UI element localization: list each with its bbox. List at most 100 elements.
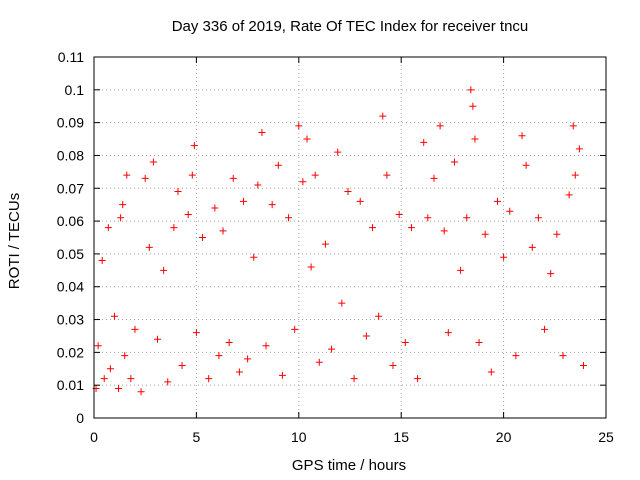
y-tick-label: 0.06 — [57, 213, 84, 229]
data-point — [493, 197, 501, 205]
data-point — [258, 128, 266, 136]
data-point — [436, 122, 444, 130]
data-point — [199, 234, 207, 241]
data-point — [274, 161, 282, 169]
data-point — [471, 135, 479, 143]
data-point — [579, 361, 587, 369]
data-point — [131, 325, 139, 333]
y-tick-label: 0.05 — [57, 246, 84, 262]
data-point — [414, 375, 422, 383]
y-tick-label: 0 — [76, 410, 84, 426]
data-point — [528, 243, 536, 251]
data-point — [315, 358, 323, 366]
data-point — [115, 384, 123, 392]
data-point — [229, 174, 237, 182]
y-tick-label: 0.09 — [57, 115, 84, 131]
x-tick-label: 25 — [598, 429, 614, 445]
data-point — [254, 181, 262, 189]
y-tick-label: 0.1 — [65, 82, 85, 98]
y-tick-label: 0.01 — [57, 377, 84, 393]
data-point — [311, 171, 319, 179]
data-point — [137, 388, 145, 396]
y-tick-label: 0.03 — [57, 312, 84, 328]
y-axis-label: ROTI / TECUs — [6, 193, 23, 289]
data-point — [379, 112, 387, 120]
y-tick-label: 0.08 — [57, 147, 84, 163]
data-points — [92, 86, 587, 396]
data-point — [450, 158, 458, 166]
y-tick-label: 0.02 — [57, 344, 84, 360]
x-tick-label: 20 — [496, 429, 512, 445]
data-point — [430, 174, 438, 182]
y-axis-ticks: 0 0.01 0.02 0.03 0.04 0.05 0.06 0.07 0.08 0.09 0.1… — [57, 49, 606, 426]
data-point — [205, 375, 213, 383]
data-point — [328, 345, 336, 353]
data-point — [100, 375, 108, 383]
data-point — [123, 171, 131, 179]
y-tick-label: 0.07 — [57, 180, 84, 196]
data-point — [184, 211, 192, 219]
data-point — [506, 207, 514, 215]
data-point — [362, 332, 370, 340]
data-point — [119, 201, 127, 209]
data-point — [571, 171, 579, 179]
data-point — [512, 352, 520, 360]
data-point — [303, 135, 311, 143]
data-point — [569, 122, 577, 130]
data-point — [350, 375, 358, 383]
data-point — [389, 361, 397, 369]
data-point — [153, 335, 161, 343]
data-point — [178, 361, 186, 369]
x-tick-label: 5 — [193, 429, 201, 445]
data-point — [160, 266, 168, 274]
x-tick-label: 15 — [393, 429, 409, 445]
data-point — [98, 256, 106, 264]
data-point — [106, 365, 114, 373]
data-point — [420, 138, 428, 146]
data-point — [481, 230, 489, 238]
data-point — [401, 339, 409, 347]
data-point — [188, 171, 196, 179]
data-point — [395, 211, 403, 219]
data-point — [344, 188, 352, 196]
data-point — [553, 230, 561, 238]
data-point — [104, 224, 112, 232]
y-tick-label: 0.11 — [58, 49, 84, 65]
data-point — [407, 224, 415, 232]
data-point — [307, 263, 315, 271]
data-point — [240, 197, 248, 205]
data-point — [268, 201, 276, 209]
data-point — [244, 355, 252, 363]
data-point — [383, 171, 391, 179]
data-point — [127, 375, 135, 383]
data-point — [299, 178, 307, 186]
data-point — [457, 266, 465, 274]
data-point — [440, 227, 448, 235]
data-point — [164, 378, 172, 386]
data-point — [250, 253, 258, 261]
data-point — [149, 158, 157, 166]
data-point — [174, 188, 182, 196]
data-point — [291, 325, 299, 333]
data-point — [518, 132, 526, 140]
data-point — [338, 299, 346, 307]
data-point — [469, 102, 477, 110]
data-point — [215, 352, 223, 360]
data-point — [110, 312, 118, 320]
data-point — [487, 368, 495, 376]
data-point — [235, 368, 243, 376]
data-point — [145, 243, 153, 251]
data-point — [295, 122, 303, 130]
data-point — [541, 325, 549, 333]
data-point — [219, 227, 227, 235]
x-axis-ticks: 0 5 10 15 20 25 — [90, 57, 614, 445]
x-tick-label: 10 — [291, 429, 307, 445]
data-point — [278, 371, 286, 379]
data-point — [565, 191, 573, 199]
data-point — [94, 342, 102, 350]
x-tick-label: 0 — [90, 429, 98, 445]
data-point — [369, 224, 377, 232]
data-point — [547, 270, 555, 278]
data-point — [375, 312, 383, 320]
